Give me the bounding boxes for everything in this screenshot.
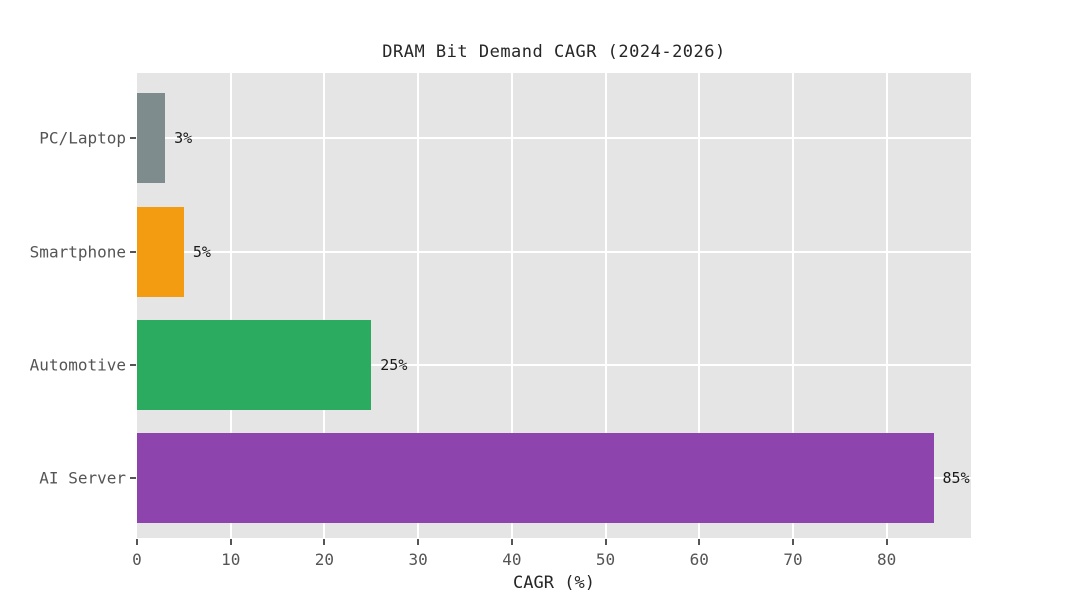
gridline-horizontal [137,364,971,367]
x-axis-tick-label-20: 20 [314,550,335,569]
bar-smartphone [137,207,184,298]
y-axis-label-automotive: Automotive [29,355,126,375]
bar-value-label-automotive: 25% [380,356,408,375]
gridline-horizontal [137,251,971,254]
y-axis-label-ai-server: AI Server [39,468,126,488]
y-axis-tickmark [130,476,136,479]
gridline-vertical [510,73,513,538]
x-axis-tickmark [510,539,513,545]
x-axis-tick-label-50: 50 [595,550,616,569]
x-axis-tick-label-70: 70 [783,550,803,569]
gridline-vertical [885,73,888,538]
gridline-vertical [229,73,232,538]
chart-panel [137,73,971,538]
x-axis-tick-label-0: 0 [132,550,142,569]
gridline-horizontal [137,137,971,140]
bar-value-label-ai-server: 85% [942,468,970,487]
bar-automotive [137,320,372,411]
gridline-vertical [791,73,794,538]
gridline-vertical [698,73,701,538]
bar-pc-laptop [137,93,166,184]
x-axis-tick-label-30: 30 [408,550,428,569]
x-axis-tickmark [604,539,607,545]
x-axis-tickmark [791,539,794,545]
x-axis-tickmark [229,539,232,545]
y-axis-label-smartphone: Smartphone [29,242,126,262]
gridline-vertical [323,73,326,538]
y-axis-label-pc-laptop: PC/Laptop [39,128,126,148]
bar-ai-server [137,432,934,523]
x-axis-tick-label-40: 40 [502,550,522,569]
y-axis-tickmark [130,364,136,367]
bar-value-label-smartphone: 5% [192,243,211,262]
gridline-vertical [604,73,607,538]
y-axis-tickmark [130,251,136,254]
gridline-vertical [417,73,420,538]
x-axis-tickmark [885,539,888,545]
y-axis-tickmark [130,137,136,140]
x-axis-tickmark [417,539,420,545]
bar-value-label-pc-laptop: 3% [174,129,193,148]
x-axis-tick-label-10: 10 [221,550,241,569]
x-axis-tickmark [698,539,701,545]
chart-title: DRAM Bit Demand CAGR (2024-2026) [382,42,726,62]
x-axis-tickmark [136,539,138,545]
x-axis-tick-label-80: 80 [877,550,897,569]
x-axis-tick-label-60: 60 [689,550,709,569]
x-axis-tickmark [323,539,326,545]
x-axis-title: CAGR (%) [513,573,595,593]
